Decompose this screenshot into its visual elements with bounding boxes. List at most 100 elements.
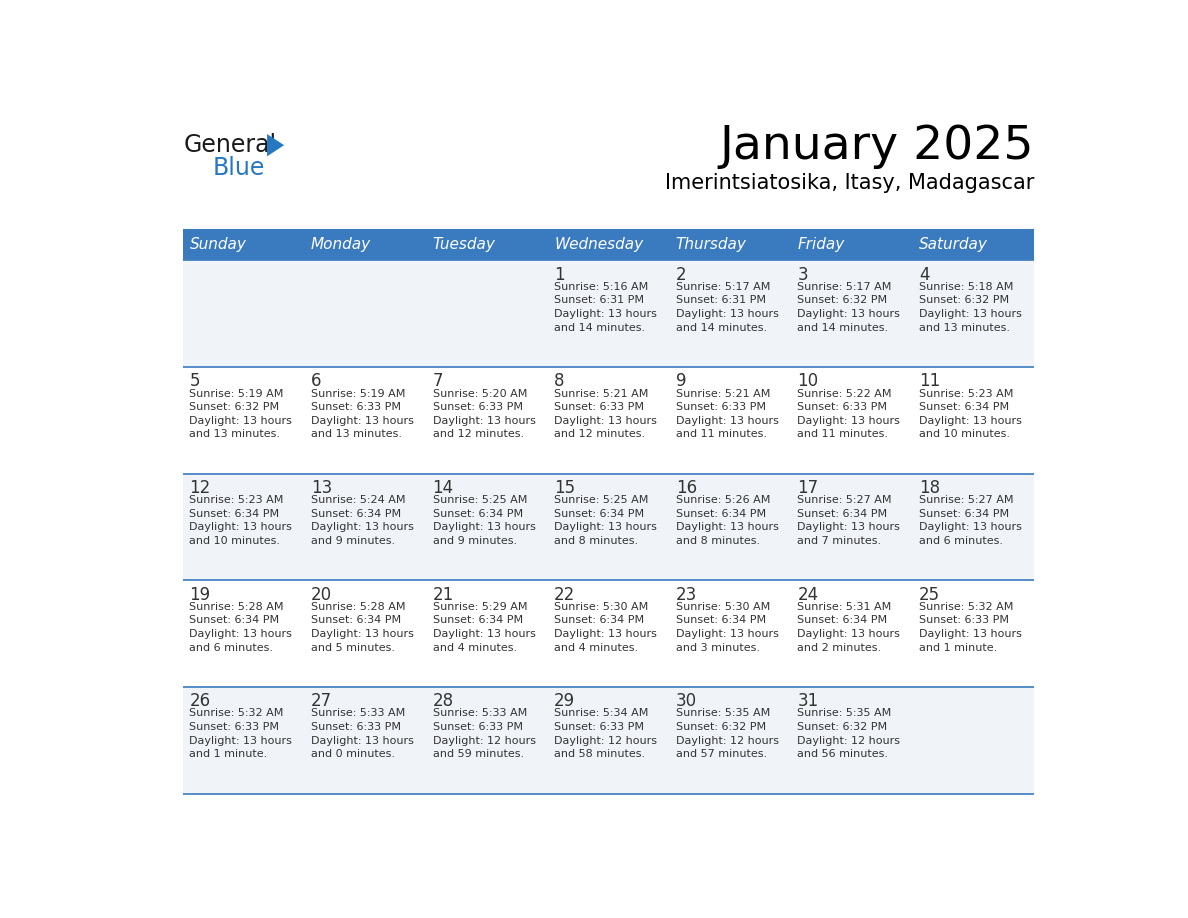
Text: Sunrise: 5:27 AM
Sunset: 6:34 PM
Daylight: 13 hours
and 7 minutes.: Sunrise: 5:27 AM Sunset: 6:34 PM Dayligh…: [797, 495, 901, 546]
Bar: [426, 367, 548, 474]
Text: Sunrise: 5:23 AM
Sunset: 6:34 PM
Daylight: 13 hours
and 10 minutes.: Sunrise: 5:23 AM Sunset: 6:34 PM Dayligh…: [189, 495, 292, 546]
Text: Sunrise: 5:31 AM
Sunset: 6:34 PM
Daylight: 13 hours
and 2 minutes.: Sunrise: 5:31 AM Sunset: 6:34 PM Dayligh…: [797, 602, 901, 653]
Bar: [183, 367, 305, 474]
Text: 4: 4: [918, 265, 929, 284]
Text: 16: 16: [676, 479, 697, 497]
Text: Sunrise: 5:33 AM
Sunset: 6:33 PM
Daylight: 13 hours
and 0 minutes.: Sunrise: 5:33 AM Sunset: 6:33 PM Dayligh…: [311, 709, 413, 759]
Bar: [912, 687, 1035, 793]
Text: 14: 14: [432, 479, 454, 497]
Text: Sunrise: 5:26 AM
Sunset: 6:34 PM
Daylight: 13 hours
and 8 minutes.: Sunrise: 5:26 AM Sunset: 6:34 PM Dayligh…: [676, 495, 778, 546]
Text: Tuesday: Tuesday: [432, 238, 495, 252]
Text: Sunrise: 5:28 AM
Sunset: 6:34 PM
Daylight: 13 hours
and 5 minutes.: Sunrise: 5:28 AM Sunset: 6:34 PM Dayligh…: [311, 602, 413, 653]
Bar: [305, 474, 426, 580]
Text: Sunrise: 5:25 AM
Sunset: 6:34 PM
Daylight: 13 hours
and 9 minutes.: Sunrise: 5:25 AM Sunset: 6:34 PM Dayligh…: [432, 495, 536, 546]
Bar: [305, 580, 426, 687]
Text: 17: 17: [797, 479, 819, 497]
Bar: [426, 261, 548, 367]
Bar: [670, 367, 791, 474]
Bar: [670, 230, 791, 261]
Bar: [791, 687, 912, 793]
Bar: [791, 261, 912, 367]
Text: 24: 24: [797, 586, 819, 604]
Text: Friday: Friday: [797, 238, 845, 252]
Text: 10: 10: [797, 373, 819, 390]
Text: 30: 30: [676, 692, 697, 711]
Text: 7: 7: [432, 373, 443, 390]
Text: Saturday: Saturday: [918, 238, 987, 252]
Text: 5: 5: [189, 373, 200, 390]
Bar: [791, 474, 912, 580]
Text: Sunrise: 5:30 AM
Sunset: 6:34 PM
Daylight: 13 hours
and 3 minutes.: Sunrise: 5:30 AM Sunset: 6:34 PM Dayligh…: [676, 602, 778, 653]
Text: 21: 21: [432, 586, 454, 604]
Bar: [426, 580, 548, 687]
Bar: [548, 230, 670, 261]
Text: Sunrise: 5:33 AM
Sunset: 6:33 PM
Daylight: 12 hours
and 59 minutes.: Sunrise: 5:33 AM Sunset: 6:33 PM Dayligh…: [432, 709, 536, 759]
Text: 11: 11: [918, 373, 940, 390]
Text: January 2025: January 2025: [720, 124, 1035, 169]
Text: 2: 2: [676, 265, 687, 284]
Text: Sunrise: 5:16 AM
Sunset: 6:31 PM
Daylight: 13 hours
and 14 minutes.: Sunrise: 5:16 AM Sunset: 6:31 PM Dayligh…: [554, 282, 657, 332]
Bar: [912, 261, 1035, 367]
Bar: [670, 687, 791, 793]
Text: 19: 19: [189, 586, 210, 604]
Bar: [183, 580, 305, 687]
Bar: [912, 580, 1035, 687]
Text: General: General: [183, 133, 277, 157]
Bar: [183, 230, 305, 261]
Text: 20: 20: [311, 586, 333, 604]
Text: Sunrise: 5:17 AM
Sunset: 6:31 PM
Daylight: 13 hours
and 14 minutes.: Sunrise: 5:17 AM Sunset: 6:31 PM Dayligh…: [676, 282, 778, 332]
Text: 29: 29: [554, 692, 575, 711]
Bar: [791, 580, 912, 687]
Bar: [912, 230, 1035, 261]
Text: Imerintsiatosika, Itasy, Madagascar: Imerintsiatosika, Itasy, Madagascar: [665, 174, 1035, 194]
Text: 13: 13: [311, 479, 333, 497]
Bar: [548, 261, 670, 367]
Text: Sunrise: 5:19 AM
Sunset: 6:33 PM
Daylight: 13 hours
and 13 minutes.: Sunrise: 5:19 AM Sunset: 6:33 PM Dayligh…: [311, 388, 413, 440]
Text: Sunrise: 5:22 AM
Sunset: 6:33 PM
Daylight: 13 hours
and 11 minutes.: Sunrise: 5:22 AM Sunset: 6:33 PM Dayligh…: [797, 388, 901, 440]
Text: Sunrise: 5:17 AM
Sunset: 6:32 PM
Daylight: 13 hours
and 14 minutes.: Sunrise: 5:17 AM Sunset: 6:32 PM Dayligh…: [797, 282, 901, 332]
Text: 1: 1: [554, 265, 564, 284]
Text: 8: 8: [554, 373, 564, 390]
Text: Sunrise: 5:20 AM
Sunset: 6:33 PM
Daylight: 13 hours
and 12 minutes.: Sunrise: 5:20 AM Sunset: 6:33 PM Dayligh…: [432, 388, 536, 440]
Text: 22: 22: [554, 586, 575, 604]
Text: 12: 12: [189, 479, 210, 497]
Text: 3: 3: [797, 265, 808, 284]
Text: 6: 6: [311, 373, 322, 390]
Bar: [791, 367, 912, 474]
Text: Sunrise: 5:21 AM
Sunset: 6:33 PM
Daylight: 13 hours
and 12 minutes.: Sunrise: 5:21 AM Sunset: 6:33 PM Dayligh…: [554, 388, 657, 440]
Text: Sunrise: 5:28 AM
Sunset: 6:34 PM
Daylight: 13 hours
and 6 minutes.: Sunrise: 5:28 AM Sunset: 6:34 PM Dayligh…: [189, 602, 292, 653]
Text: 31: 31: [797, 692, 819, 711]
Bar: [548, 580, 670, 687]
Text: Sunday: Sunday: [189, 238, 246, 252]
Text: Sunrise: 5:24 AM
Sunset: 6:34 PM
Daylight: 13 hours
and 9 minutes.: Sunrise: 5:24 AM Sunset: 6:34 PM Dayligh…: [311, 495, 413, 546]
Bar: [912, 367, 1035, 474]
Text: Sunrise: 5:23 AM
Sunset: 6:34 PM
Daylight: 13 hours
and 10 minutes.: Sunrise: 5:23 AM Sunset: 6:34 PM Dayligh…: [918, 388, 1022, 440]
Text: Wednesday: Wednesday: [554, 238, 643, 252]
Text: Sunrise: 5:32 AM
Sunset: 6:33 PM
Daylight: 13 hours
and 1 minute.: Sunrise: 5:32 AM Sunset: 6:33 PM Dayligh…: [189, 709, 292, 759]
Bar: [912, 474, 1035, 580]
Text: Sunrise: 5:18 AM
Sunset: 6:32 PM
Daylight: 13 hours
and 13 minutes.: Sunrise: 5:18 AM Sunset: 6:32 PM Dayligh…: [918, 282, 1022, 332]
Text: 9: 9: [676, 373, 687, 390]
Bar: [305, 687, 426, 793]
Bar: [670, 261, 791, 367]
Bar: [548, 474, 670, 580]
Text: 23: 23: [676, 586, 697, 604]
Bar: [791, 230, 912, 261]
Bar: [183, 261, 305, 367]
Text: Sunrise: 5:30 AM
Sunset: 6:34 PM
Daylight: 13 hours
and 4 minutes.: Sunrise: 5:30 AM Sunset: 6:34 PM Dayligh…: [554, 602, 657, 653]
Text: Thursday: Thursday: [676, 238, 746, 252]
Text: Sunrise: 5:32 AM
Sunset: 6:33 PM
Daylight: 13 hours
and 1 minute.: Sunrise: 5:32 AM Sunset: 6:33 PM Dayligh…: [918, 602, 1022, 653]
Text: Blue: Blue: [213, 156, 265, 180]
Text: 26: 26: [189, 692, 210, 711]
Text: Sunrise: 5:19 AM
Sunset: 6:32 PM
Daylight: 13 hours
and 13 minutes.: Sunrise: 5:19 AM Sunset: 6:32 PM Dayligh…: [189, 388, 292, 440]
Text: Sunrise: 5:21 AM
Sunset: 6:33 PM
Daylight: 13 hours
and 11 minutes.: Sunrise: 5:21 AM Sunset: 6:33 PM Dayligh…: [676, 388, 778, 440]
Text: Sunrise: 5:35 AM
Sunset: 6:32 PM
Daylight: 12 hours
and 57 minutes.: Sunrise: 5:35 AM Sunset: 6:32 PM Dayligh…: [676, 709, 778, 759]
Bar: [670, 580, 791, 687]
Bar: [670, 474, 791, 580]
Bar: [548, 367, 670, 474]
Text: Sunrise: 5:29 AM
Sunset: 6:34 PM
Daylight: 13 hours
and 4 minutes.: Sunrise: 5:29 AM Sunset: 6:34 PM Dayligh…: [432, 602, 536, 653]
Bar: [426, 474, 548, 580]
Bar: [183, 687, 305, 793]
Text: 25: 25: [918, 586, 940, 604]
Text: 28: 28: [432, 692, 454, 711]
